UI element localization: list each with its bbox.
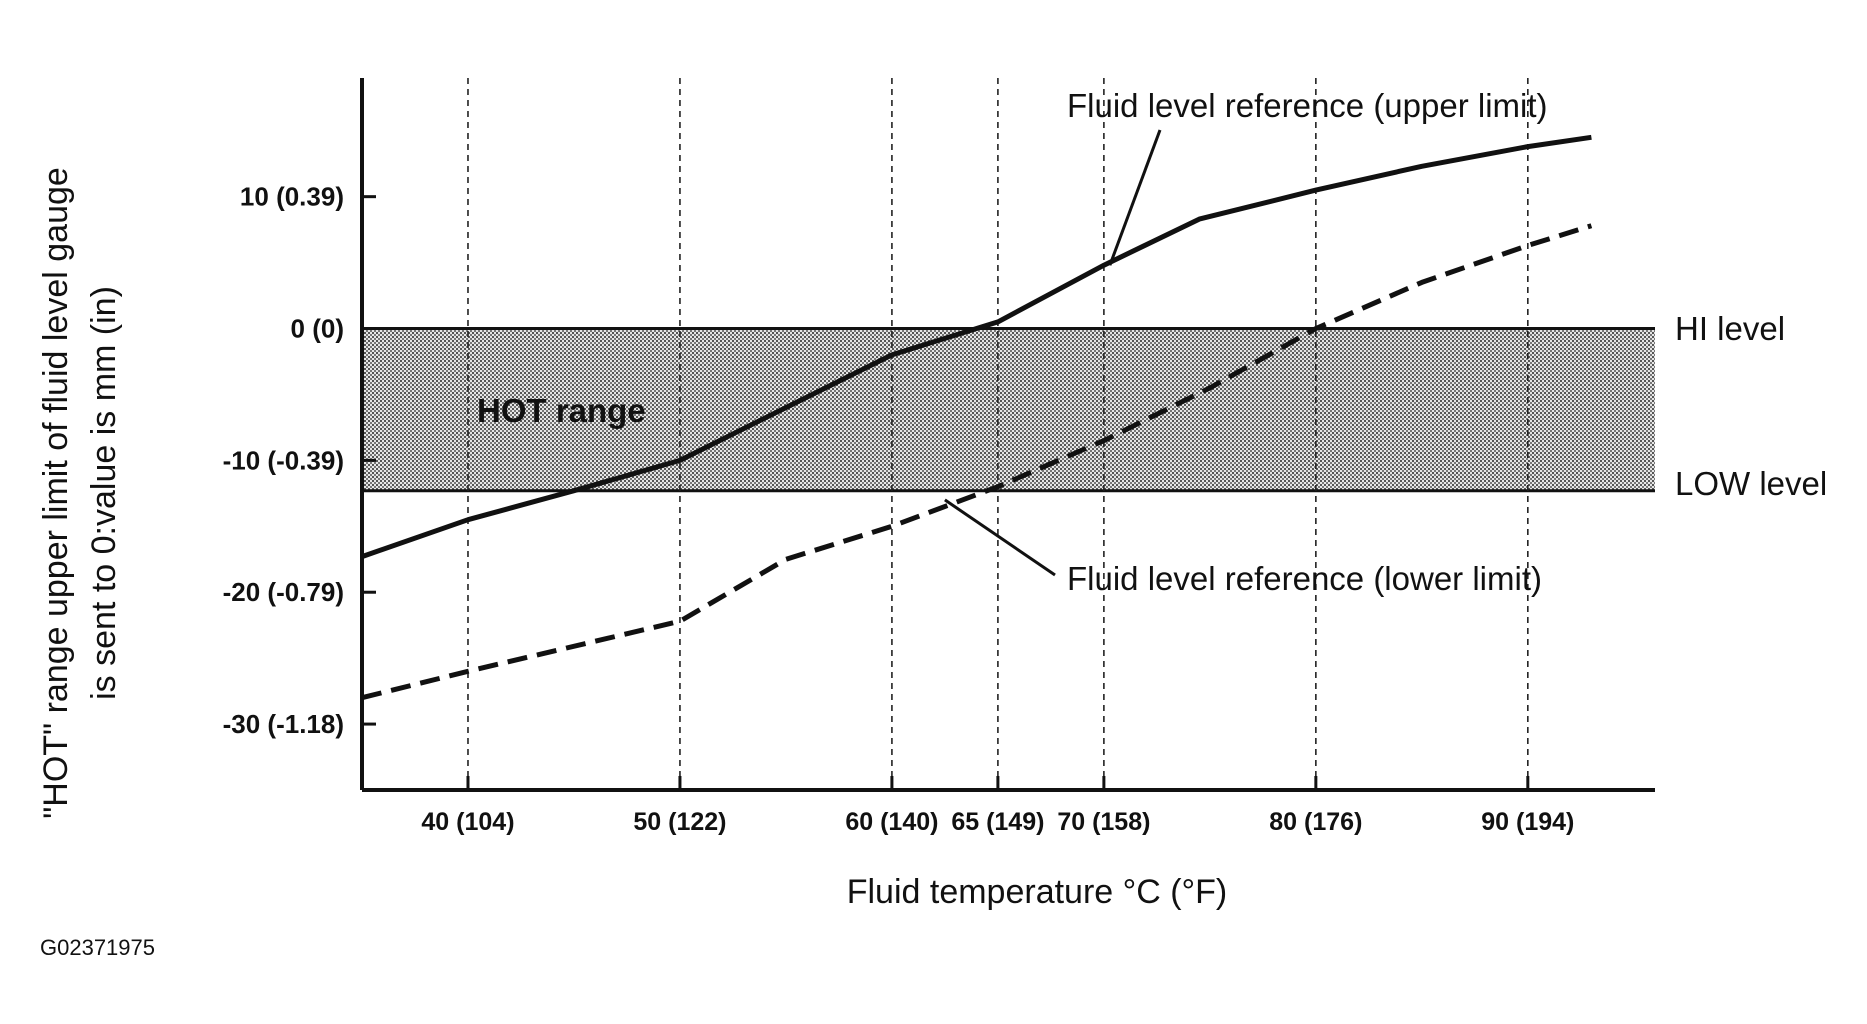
- hot-range-label: HOT range: [477, 392, 646, 429]
- x-tick-label-3: 65 (149): [951, 808, 1044, 836]
- vertical-grid: [467, 78, 1529, 790]
- upper-limit-leader: [1108, 129, 1162, 266]
- y-ticks: 10 (0.39) 0 (0) -10 (-0.39) -20 (-0.79) -30 …: [223, 182, 376, 739]
- series-line-lower-limit: [361, 223, 1593, 701]
- x-tick-label-1: 50 (122): [633, 808, 726, 836]
- x-tick-label-5: 80 (176): [1269, 808, 1362, 836]
- hot-range-band: [362, 328, 1655, 491]
- series-line-upper-limit: [361, 134, 1592, 559]
- annotation-leaders: [944, 129, 1162, 577]
- x-tick-label-6: 90 (194): [1481, 808, 1574, 836]
- y-tick-label-2: -10 (-0.39): [223, 445, 344, 475]
- hi-level-label: HI level: [1675, 310, 1785, 347]
- x-tick-label-4: 70 (158): [1057, 808, 1150, 836]
- lower-limit-annotation: Fluid level reference (lower limit): [1067, 560, 1542, 597]
- x-tick-label-0: 40 (104): [421, 808, 514, 836]
- y-axis-title-line-2: is sent to 0:value is mm (in): [85, 286, 123, 700]
- low-level-label: LOW level: [1675, 465, 1827, 502]
- y-tick-label-0: 10 (0.39): [240, 182, 344, 212]
- upper-limit-annotation: Fluid level reference (upper limit): [1067, 87, 1548, 124]
- y-tick-label-3: -20 (-0.79): [223, 577, 344, 607]
- series-layer: [361, 134, 1593, 701]
- y-tick-label-4: -30 (-1.18): [223, 709, 344, 739]
- lower-limit-leader: [944, 498, 1056, 577]
- y-axis-title-line-1: "HOT" range upper limit of fluid level g…: [37, 167, 75, 819]
- x-axis-title: Fluid temperature °C (°F): [847, 873, 1228, 911]
- x-tick-label-2: 60 (140): [845, 808, 938, 836]
- y-tick-label-1: 0 (0): [291, 314, 344, 344]
- x-ticks: 40 (104) 50 (122) 60 (140) 65 (149) 70 (158)…: [421, 776, 1574, 836]
- figure-id: G02371975: [40, 935, 155, 960]
